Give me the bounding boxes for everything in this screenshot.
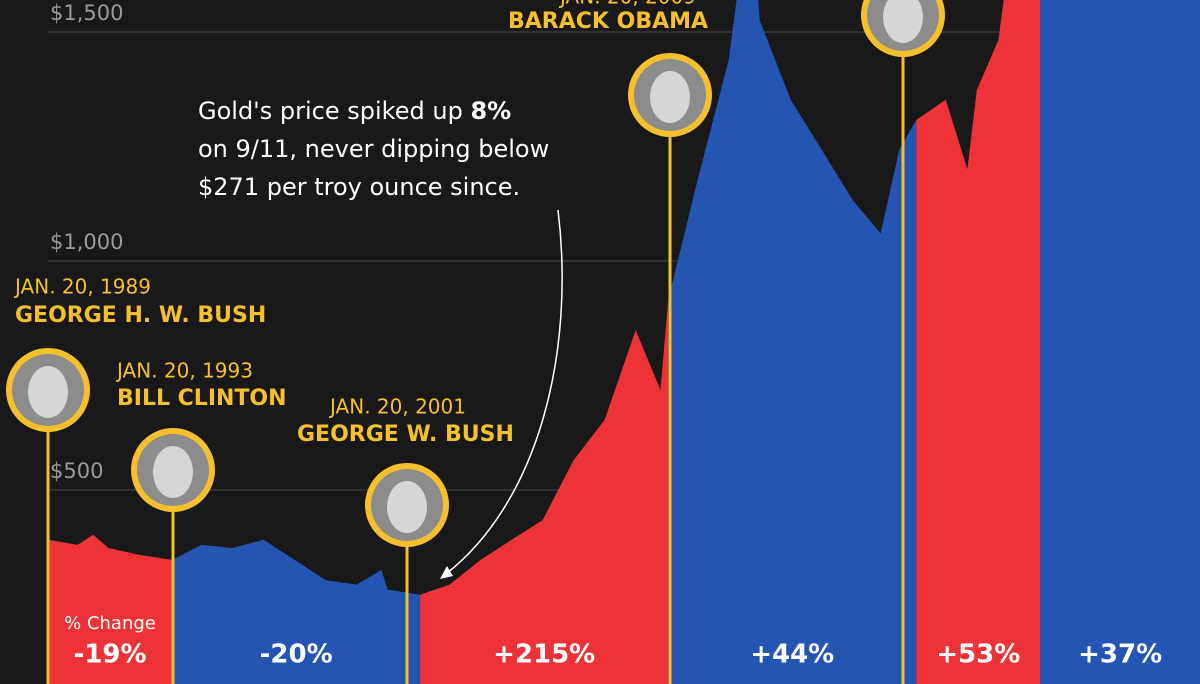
area	[916, 0, 1041, 684]
term-date: JAN. 20, 1989	[13, 275, 151, 299]
change-label: +215%	[493, 640, 595, 670]
change-label: -20%	[260, 640, 333, 670]
portrait-face	[387, 481, 427, 533]
portrait-face	[153, 446, 193, 498]
area	[172, 539, 421, 684]
president-name: GEORGE W. BUSH	[297, 422, 514, 447]
term-date: JAN. 20, 2001	[328, 395, 466, 419]
portrait-face	[883, 0, 923, 43]
annotation-line: $271 per troy ounce since.	[198, 173, 520, 201]
change-label: +37%	[1078, 640, 1162, 670]
portrait-face	[650, 71, 690, 123]
y-tick-label: $1,000	[50, 230, 123, 254]
president-name: BILL CLINTON	[117, 386, 287, 411]
annotation-line: on 9/11, never dipping below	[198, 135, 549, 163]
y-tick-label: $1,500	[50, 1, 123, 25]
change-title: % Change	[64, 613, 156, 634]
area	[668, 0, 917, 684]
change-label: +53%	[936, 640, 1020, 670]
annotation-arrow	[445, 209, 563, 575]
president-name: GEORGE H. W. BUSH	[15, 303, 266, 328]
change-label: +44%	[750, 640, 834, 670]
president-name: BARACK OBAMA	[508, 9, 708, 34]
term-date: JAN. 20, 1993	[115, 359, 253, 383]
overlay: $500 $1,000 $1,500 JAN. 20, 1989 GEORGE H. W…	[6, 0, 1162, 684]
annotation-line: 8%	[470, 97, 511, 125]
change-label: -19%	[74, 640, 147, 670]
area	[48, 534, 173, 684]
term-date: JAN. 20, 2009	[558, 0, 696, 9]
arrow-head	[440, 566, 453, 579]
areas	[48, 0, 1200, 684]
annotation-line: Gold's price spiked up	[198, 97, 470, 125]
annotation: Gold's price spiked up 8% on 9/11, never …	[198, 97, 549, 201]
y-tick-label: $500	[50, 459, 103, 483]
area	[420, 299, 669, 684]
area	[1040, 0, 1200, 684]
portrait-face	[28, 366, 68, 418]
